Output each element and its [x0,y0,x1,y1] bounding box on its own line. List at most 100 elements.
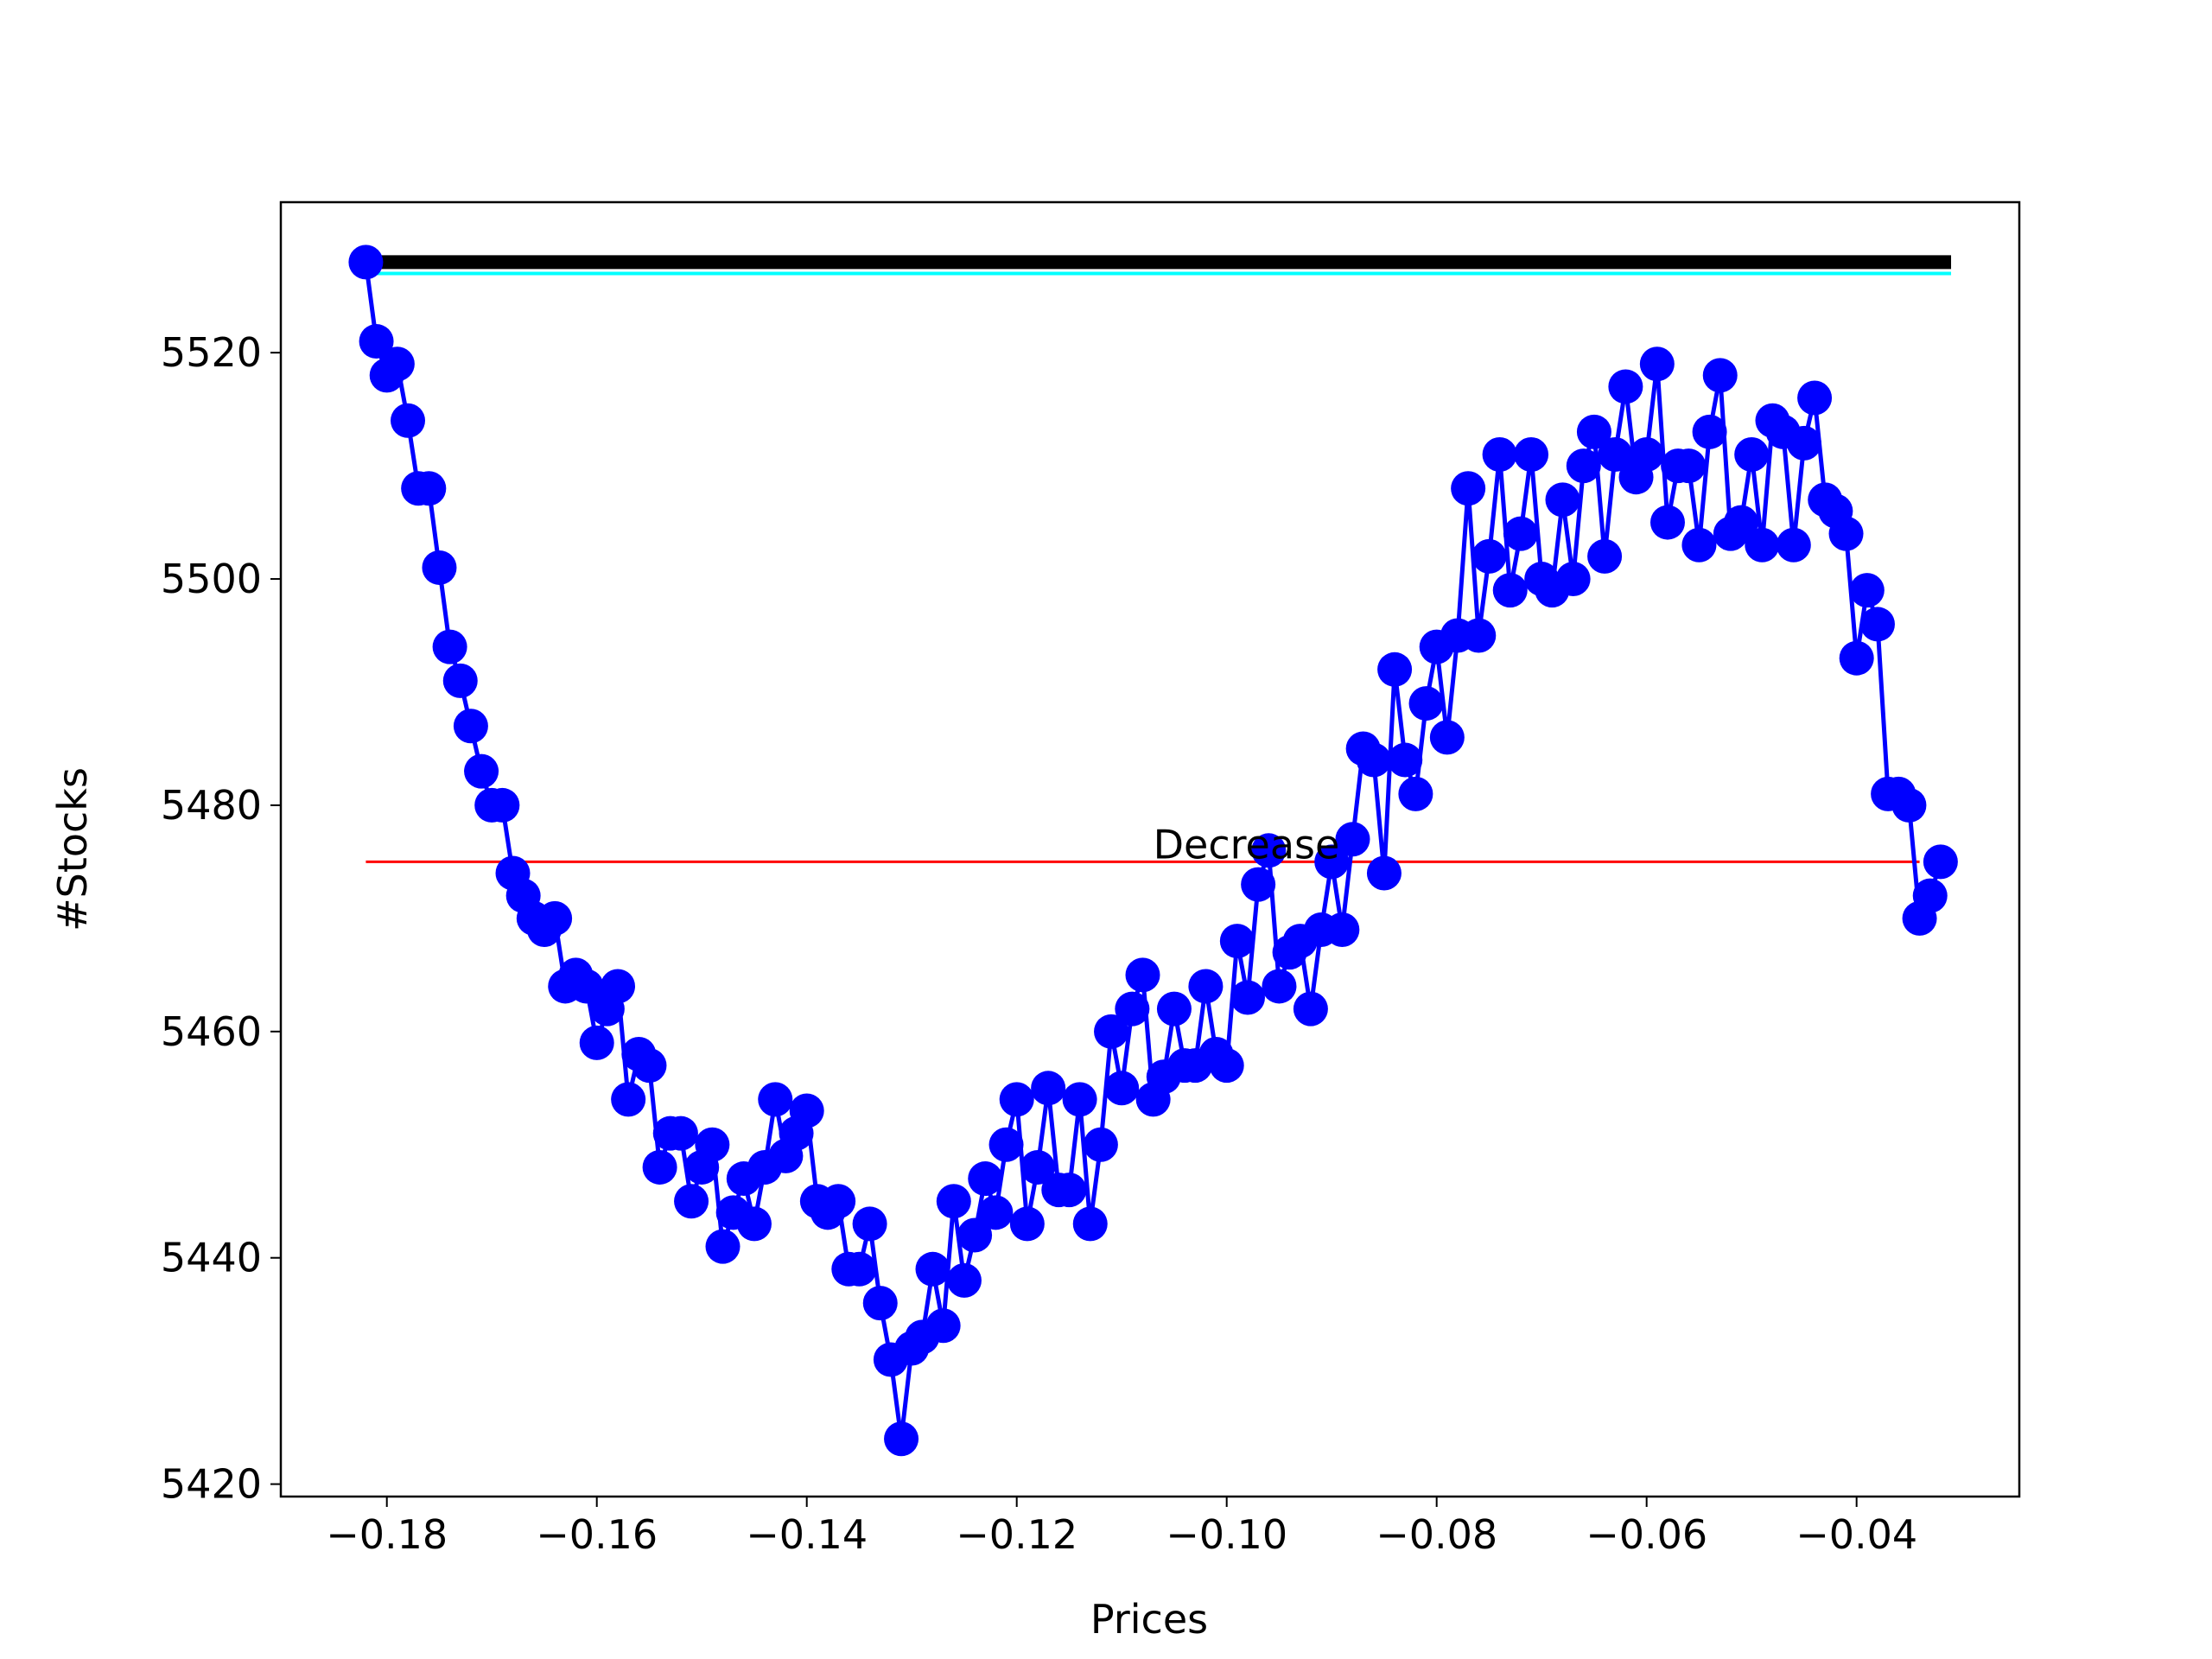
point [758,1082,793,1117]
point [601,969,636,1004]
point [999,1082,1034,1117]
annotation: Decrease [1154,821,1340,868]
point [1797,380,1833,416]
point [946,1262,982,1298]
point [348,245,384,280]
point [1209,1048,1244,1084]
point [862,1286,898,1321]
point [1031,1071,1066,1106]
point [1891,787,1927,823]
point [1408,686,1444,721]
point [1503,516,1538,551]
point [1555,562,1591,597]
point [663,1116,698,1151]
point [988,1127,1024,1162]
point [1083,1127,1118,1162]
point [1451,471,1486,506]
point [632,1048,667,1084]
point [957,1217,993,1253]
point [379,346,415,382]
point [1702,358,1738,393]
point [1598,437,1633,473]
point [1429,720,1465,755]
point [1776,527,1811,563]
y-tick-label: 5520 [161,329,262,376]
point [1230,980,1265,1015]
x-tick-label: −0.16 [536,1511,658,1558]
point [579,1025,614,1060]
x-tick-label: −0.06 [1586,1511,1707,1558]
point [1156,991,1192,1027]
point [569,969,604,1004]
point [422,550,457,585]
point [1377,652,1413,687]
point [1786,425,1821,461]
y-tick-label: 5480 [161,782,262,829]
point [1576,414,1611,449]
point [1314,844,1350,880]
point [432,629,467,664]
point [1241,867,1276,902]
point [1398,776,1433,811]
point [1388,742,1423,778]
point [1052,1173,1087,1208]
x-axis-label: Prices [1090,1596,1208,1643]
point [1262,969,1297,1004]
point [915,1251,950,1287]
point [705,1229,741,1264]
point [978,1195,1014,1230]
point [1325,912,1360,947]
point [1492,573,1528,608]
point [453,709,488,744]
point [1692,414,1727,449]
point [1471,538,1507,574]
x-tick-label: −0.04 [1796,1511,1917,1558]
point [736,1206,772,1242]
x-tick-label: −0.12 [956,1511,1077,1558]
point [411,471,447,506]
point [936,1184,971,1219]
point [1482,437,1517,473]
point [464,753,499,789]
point [442,663,478,698]
point [968,1161,1003,1197]
point [391,403,426,438]
y-tick-label: 5420 [161,1461,262,1508]
point [1724,505,1759,540]
point [674,1184,709,1219]
point [1115,991,1150,1027]
point [1062,1082,1097,1117]
y-tick-label: 5500 [161,556,262,602]
point [1009,1206,1045,1242]
point [695,1127,730,1162]
point [1629,437,1664,473]
point [1356,742,1391,778]
point [611,1082,646,1117]
point [789,1093,824,1128]
plot-frame [279,200,2021,1498]
point [537,900,573,936]
point [1681,527,1717,563]
x-tick-label: −0.14 [746,1511,868,1558]
x-tick-label: −0.10 [1166,1511,1287,1558]
point [359,324,394,359]
x-tick-label: −0.08 [1376,1511,1497,1558]
point [1020,1149,1055,1185]
point [1366,855,1402,891]
point [642,1149,677,1185]
point [1828,516,1864,551]
point [1125,957,1160,993]
point [1734,437,1770,473]
point [1104,1071,1140,1106]
point [1514,437,1549,473]
point [485,787,520,823]
point [1566,448,1601,484]
point [1461,618,1497,653]
y-tick-label: 5460 [161,1008,262,1055]
point [1094,1014,1129,1049]
point [1072,1206,1108,1242]
point [1188,969,1224,1004]
point [1219,924,1255,959]
